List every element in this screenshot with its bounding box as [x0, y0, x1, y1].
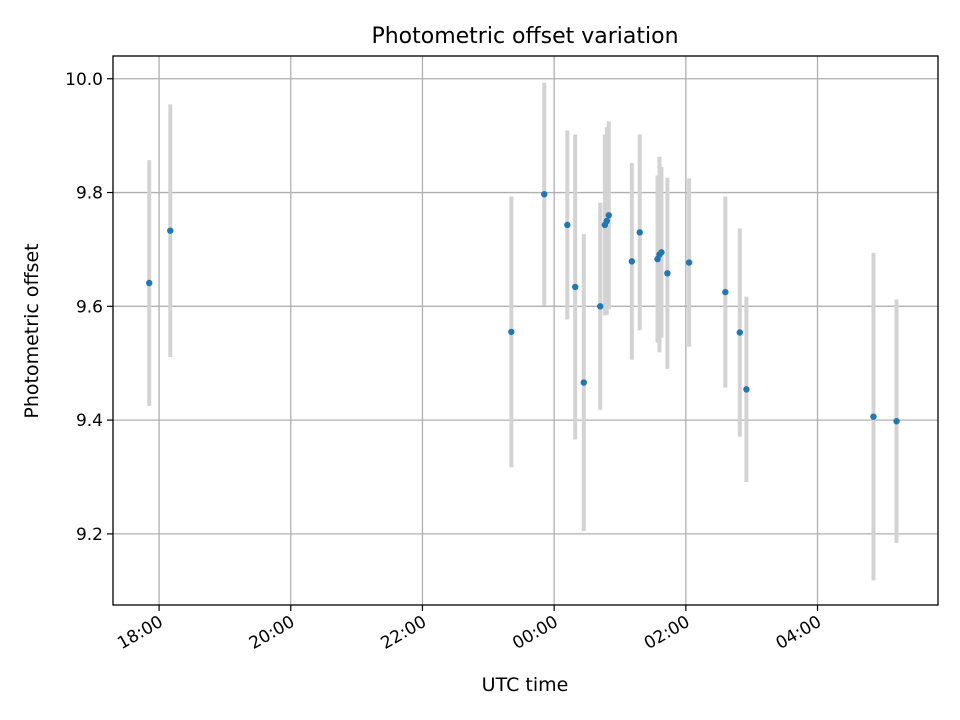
data-point — [736, 329, 744, 336]
data-point — [685, 259, 693, 266]
data-points — [146, 191, 900, 425]
data-point — [572, 283, 579, 291]
data-point — [508, 328, 515, 336]
x-tick-label: 22:00 — [378, 612, 430, 654]
y-axis-label: Photometric offset — [21, 243, 43, 418]
data-point — [743, 386, 750, 393]
data-point — [605, 212, 612, 219]
data-point — [541, 191, 548, 198]
plot-frame — [112, 55, 939, 606]
data-point — [636, 229, 643, 236]
y-axis: 9.2 9.4 9.6 9.8 10.0 — [65, 70, 113, 545]
x-tick-label: 20:00 — [246, 612, 298, 654]
data-point — [722, 288, 729, 296]
y-tick-label: 9.6 — [76, 297, 103, 317]
data-point — [893, 418, 900, 425]
x-tick-label: 00:00 — [509, 612, 561, 654]
data-point — [870, 413, 877, 420]
x-axis-label: UTC time — [482, 674, 569, 696]
y-tick-label: 10.0 — [65, 70, 103, 90]
data-point — [146, 279, 153, 287]
data-point — [564, 221, 571, 229]
chart-title: Photometric offset variation — [371, 24, 678, 49]
data-point — [664, 270, 671, 277]
data-point — [628, 258, 636, 265]
data-point — [603, 217, 611, 225]
x-tick-label: 04:00 — [773, 612, 825, 654]
data-point — [597, 303, 604, 310]
y-tick-label: 9.8 — [76, 184, 103, 204]
data-point — [580, 379, 587, 386]
x-tick-label: 18:00 — [114, 612, 166, 654]
data-point — [167, 227, 174, 234]
x-tick-label: 02:00 — [641, 612, 693, 654]
grid — [113, 56, 938, 605]
data-point — [658, 249, 665, 256]
y-tick-label: 9.4 — [76, 411, 103, 431]
y-tick-label: 9.2 — [76, 525, 103, 545]
error-bars — [147, 82, 899, 581]
x-axis: 18:00 20:00 22:00 00:00 02:00 04:00 — [114, 605, 825, 654]
